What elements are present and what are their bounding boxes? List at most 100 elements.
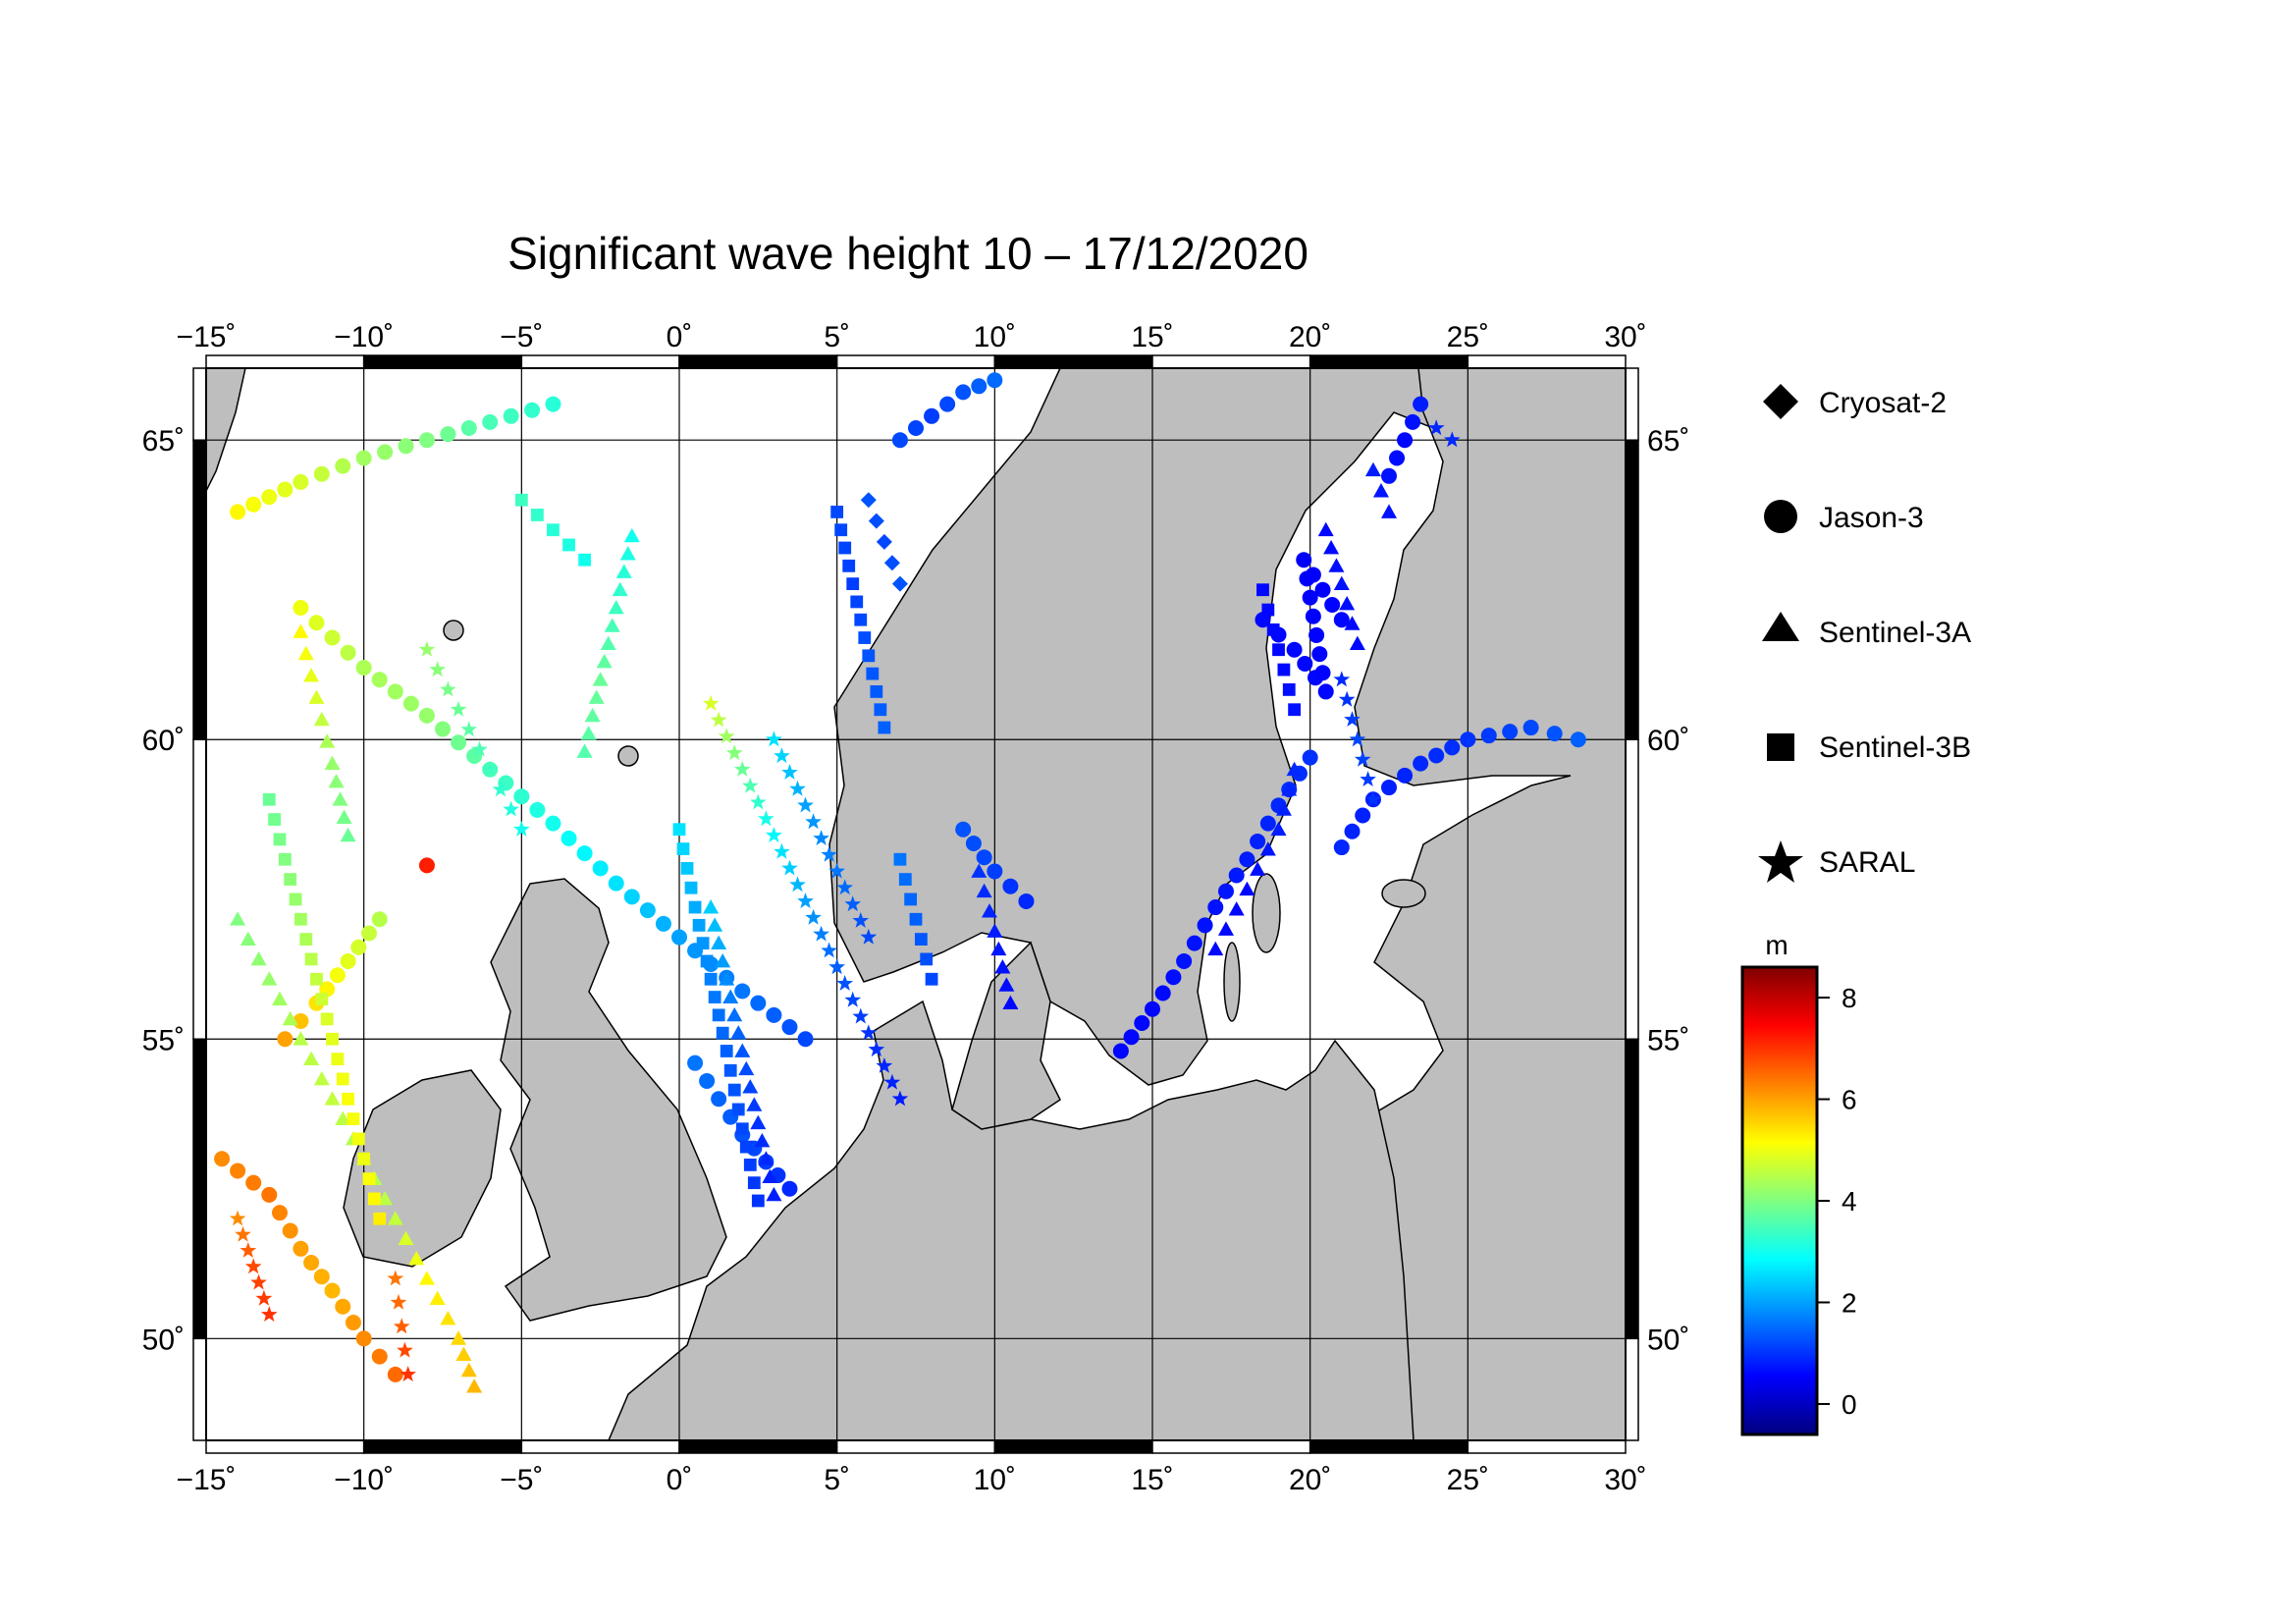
colorbar-unit: m <box>1765 930 1788 960</box>
circle-marker <box>293 1240 309 1257</box>
square-marker <box>326 1032 339 1046</box>
circle-marker <box>418 432 435 449</box>
circle-marker <box>377 444 394 460</box>
star-marker <box>260 1306 278 1322</box>
circle-marker <box>797 1031 814 1048</box>
star-marker <box>450 700 467 717</box>
frame-band-left <box>192 1337 207 1441</box>
star-marker <box>1364 790 1382 807</box>
star-marker <box>471 740 488 757</box>
square-marker <box>842 559 856 572</box>
circle-marker <box>340 952 356 969</box>
square-marker <box>331 1053 345 1065</box>
circle-marker <box>303 1255 320 1271</box>
triangle-marker <box>261 971 278 986</box>
circle-marker <box>261 489 278 506</box>
circle-marker <box>1207 899 1224 916</box>
star-marker <box>244 1258 262 1274</box>
triangle-marker <box>324 1091 341 1106</box>
triangle-marker <box>990 941 1007 956</box>
lon-tick-label-top: 10˚ <box>974 321 1016 353</box>
circle-marker <box>987 372 1003 389</box>
axis-tick-labels: −15˚ −15˚ −10˚ −10˚ −5˚ −5˚ 0˚ 0˚ 5˚ 5˚ 10˚ 10˚ 15˚ 1… <box>142 321 1690 1496</box>
circle-marker <box>545 815 561 832</box>
frame-band-top <box>1467 354 1627 369</box>
triangle-marker <box>619 546 636 561</box>
circle-marker <box>230 504 246 520</box>
square-marker <box>720 1045 733 1057</box>
square-marker <box>704 972 718 986</box>
star-marker <box>766 730 782 747</box>
lon-tick-label-top: 5˚ <box>824 321 850 353</box>
square-marker <box>739 1140 753 1154</box>
star-marker <box>702 694 720 711</box>
star-marker <box>460 721 478 737</box>
colorbar-ticks: 0 2 4 6 8 <box>1817 983 1857 1420</box>
star-marker <box>255 1289 273 1306</box>
square-marker <box>278 852 292 866</box>
frame-band-bottom <box>1308 1439 1469 1454</box>
circle-marker <box>261 1186 278 1203</box>
circle-marker <box>1002 878 1019 894</box>
circle-marker <box>1154 985 1171 1001</box>
lon-tick-label-bottom: 20˚ <box>1289 1464 1331 1496</box>
triangle-marker <box>418 1271 435 1285</box>
circle-marker <box>361 925 378 942</box>
square-marker <box>578 553 591 567</box>
triangle-marker <box>971 863 988 878</box>
star-marker <box>1360 771 1376 786</box>
square-marker <box>834 523 848 537</box>
star-marker <box>492 781 509 797</box>
square-marker <box>320 1012 334 1026</box>
triangle-marker <box>608 600 624 615</box>
circle-marker <box>308 615 325 631</box>
circle-marker <box>734 983 751 1000</box>
star-marker <box>852 1007 870 1024</box>
circle-marker <box>1314 665 1331 681</box>
triangle-marker <box>1328 558 1345 572</box>
circle-marker <box>1317 683 1334 700</box>
star-marker <box>844 991 862 1007</box>
lon-tick-label-bottom: 15˚ <box>1131 1464 1173 1496</box>
circle-marker <box>329 967 346 984</box>
triangle-marker <box>303 1051 320 1065</box>
star-marker <box>418 640 436 657</box>
circle-marker <box>440 426 456 443</box>
circle-marker <box>387 1366 403 1382</box>
triangle-marker <box>750 1114 767 1130</box>
lon-tick-label-top: −10˚ <box>334 321 394 353</box>
colorbar-tick-label: 4 <box>1842 1186 1857 1217</box>
triangle-marker <box>1286 761 1303 777</box>
triangle-marker <box>998 977 1015 992</box>
star-marker <box>813 830 829 845</box>
triangle-marker <box>722 989 739 1003</box>
triangle-marker <box>451 1330 467 1345</box>
square-marker <box>294 912 307 926</box>
circle-marker <box>1112 1043 1129 1059</box>
star-marker <box>400 1366 416 1381</box>
square-marker <box>838 541 852 555</box>
circle-marker <box>608 875 624 892</box>
diamond-marker <box>860 492 877 509</box>
square-marker <box>262 792 276 806</box>
triangle-marker <box>1364 461 1381 477</box>
circle-marker <box>1397 767 1414 784</box>
lat-tick-label-left: 50˚ <box>142 1324 185 1356</box>
star-marker <box>229 1210 246 1226</box>
map-border <box>205 367 1627 1441</box>
circle-marker <box>971 378 988 395</box>
star-marker <box>429 661 446 677</box>
circle-marker <box>1480 728 1497 744</box>
circle-marker <box>1460 731 1476 748</box>
circle-marker <box>324 1282 341 1299</box>
star-marker <box>397 1341 413 1358</box>
circle-marker <box>418 707 435 724</box>
lat-tick-label-right: 50˚ <box>1647 1324 1689 1356</box>
circle-marker <box>1176 952 1193 969</box>
lat-tick-label-right: 65˚ <box>1647 425 1689 458</box>
square-marker <box>716 1026 729 1040</box>
square-marker <box>898 873 912 886</box>
triangle-marker <box>324 755 341 771</box>
circle-marker <box>711 1091 727 1108</box>
star-marker <box>1443 431 1461 448</box>
